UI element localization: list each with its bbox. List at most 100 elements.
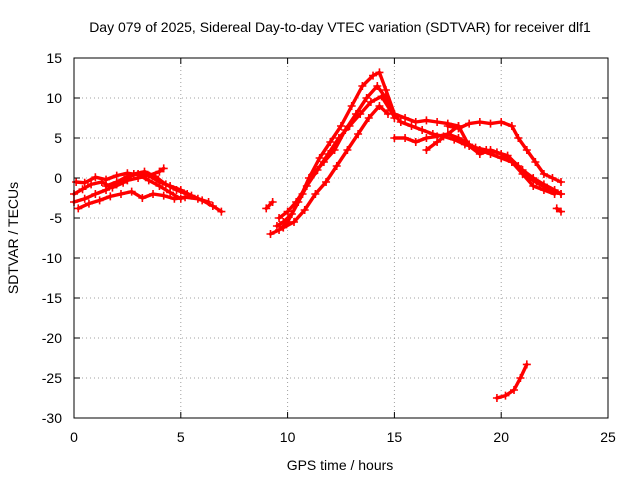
- data-point-marker: [364, 114, 373, 122]
- data-point-marker: [557, 178, 566, 186]
- data-point-marker: [422, 116, 431, 125]
- data-point-marker: [138, 194, 147, 202]
- x-axis-label: GPS time / hours: [287, 457, 394, 473]
- data-point-marker: [268, 198, 277, 206]
- series-arc13: [443, 118, 566, 186]
- data-point-marker: [375, 102, 384, 110]
- data-point-marker: [396, 118, 405, 126]
- data-point-marker: [486, 146, 495, 154]
- data-point-marker: [401, 134, 410, 142]
- data-point-marker: [155, 167, 164, 176]
- data-point-marker: [166, 188, 175, 197]
- data-point-marker: [95, 196, 104, 205]
- series-arc14: [552, 204, 566, 216]
- data-point-marker: [91, 190, 100, 198]
- y-axis-label: SDTVAR / TECUs: [5, 182, 21, 294]
- data-point-marker: [290, 218, 299, 226]
- y-tick-label: 5: [54, 130, 62, 146]
- series-arc4: [74, 187, 213, 213]
- data-point-marker: [443, 130, 452, 138]
- data-point-marker: [454, 134, 463, 142]
- y-tick-label: -30: [42, 410, 62, 426]
- data-point-marker: [181, 193, 190, 202]
- data-point-marker: [275, 214, 284, 222]
- series-line: [392, 132, 557, 196]
- series-line: [268, 70, 461, 236]
- data-point-marker: [127, 187, 136, 196]
- data-point-marker: [422, 134, 431, 142]
- data-point-marker: [337, 122, 345, 130]
- data-point-marker: [78, 185, 87, 194]
- data-point-marker: [529, 182, 538, 190]
- plot-frame: [73, 57, 609, 419]
- data-point-marker: [522, 146, 531, 154]
- data-point-marker: [315, 154, 324, 162]
- data-point-marker: [507, 158, 516, 166]
- data-point-marker: [548, 174, 557, 182]
- x-tick-label: 20: [493, 429, 509, 445]
- data-point-marker: [343, 146, 352, 154]
- data-point-marker: [345, 122, 354, 130]
- data-point-marker: [401, 114, 410, 122]
- data-point-marker: [144, 171, 153, 180]
- y-tick-label: -20: [42, 330, 62, 346]
- data-point-marker: [433, 138, 442, 146]
- x-tick-label: 15: [387, 429, 403, 445]
- data-point-marker: [106, 192, 115, 201]
- data-point-marker: [87, 180, 96, 189]
- data-point-marker: [486, 119, 495, 128]
- data-point-marker: [102, 182, 111, 190]
- series-arc12: [422, 122, 566, 198]
- data-point-marker: [373, 82, 382, 90]
- data-point-marker: [80, 194, 89, 203]
- data-point-marker: [116, 190, 125, 198]
- data-point-marker: [381, 86, 390, 94]
- data-point-marker: [123, 172, 132, 181]
- y-tick-label: -10: [42, 250, 62, 266]
- series-layer: [70, 68, 566, 402]
- data-point-marker: [507, 122, 516, 130]
- data-point-marker: [552, 204, 561, 213]
- data-point-marker: [418, 126, 427, 134]
- data-point-marker: [375, 68, 384, 77]
- data-point-marker: [172, 186, 181, 194]
- data-point-marker: [497, 118, 506, 126]
- data-point-marker: [362, 94, 371, 102]
- data-point-marker: [262, 204, 271, 213]
- series-arc9: [279, 102, 392, 232]
- data-point-marker: [358, 82, 367, 90]
- series-arc5: [102, 164, 168, 190]
- y-tick-label: -15: [42, 290, 62, 306]
- data-point-marker: [422, 146, 431, 154]
- y-tick-label: 10: [46, 90, 62, 106]
- series-line: [264, 200, 275, 211]
- data-point-marker: [134, 170, 143, 178]
- data-point-marker: [170, 194, 179, 203]
- data-point-marker: [411, 118, 420, 126]
- data-point-marker: [550, 186, 559, 194]
- data-point-marker: [334, 134, 343, 142]
- data-point-marker: [377, 92, 386, 101]
- data-point-marker: [465, 142, 474, 150]
- data-point-marker: [529, 174, 538, 182]
- data-point-marker: [311, 190, 320, 198]
- data-point-marker: [324, 150, 333, 158]
- x-tick-label: 25: [600, 429, 616, 445]
- data-point-marker: [292, 198, 301, 206]
- data-point-marker: [112, 178, 121, 186]
- data-point-marker: [516, 374, 525, 382]
- data-point-marker: [287, 210, 296, 218]
- y-tick-label: -5: [50, 210, 63, 226]
- data-point-marker: [514, 134, 523, 142]
- data-point-marker: [443, 122, 452, 130]
- data-point-marker: [347, 102, 356, 110]
- data-point-marker: [332, 162, 341, 170]
- data-point-marker: [366, 98, 375, 106]
- data-point-marker: [72, 178, 81, 186]
- data-point-marker: [557, 207, 566, 216]
- data-point-marker: [322, 178, 331, 186]
- series-arc11: [390, 130, 559, 198]
- data-point-marker: [159, 191, 168, 200]
- data-point-marker: [149, 190, 158, 198]
- y-tick-label: 15: [46, 50, 62, 66]
